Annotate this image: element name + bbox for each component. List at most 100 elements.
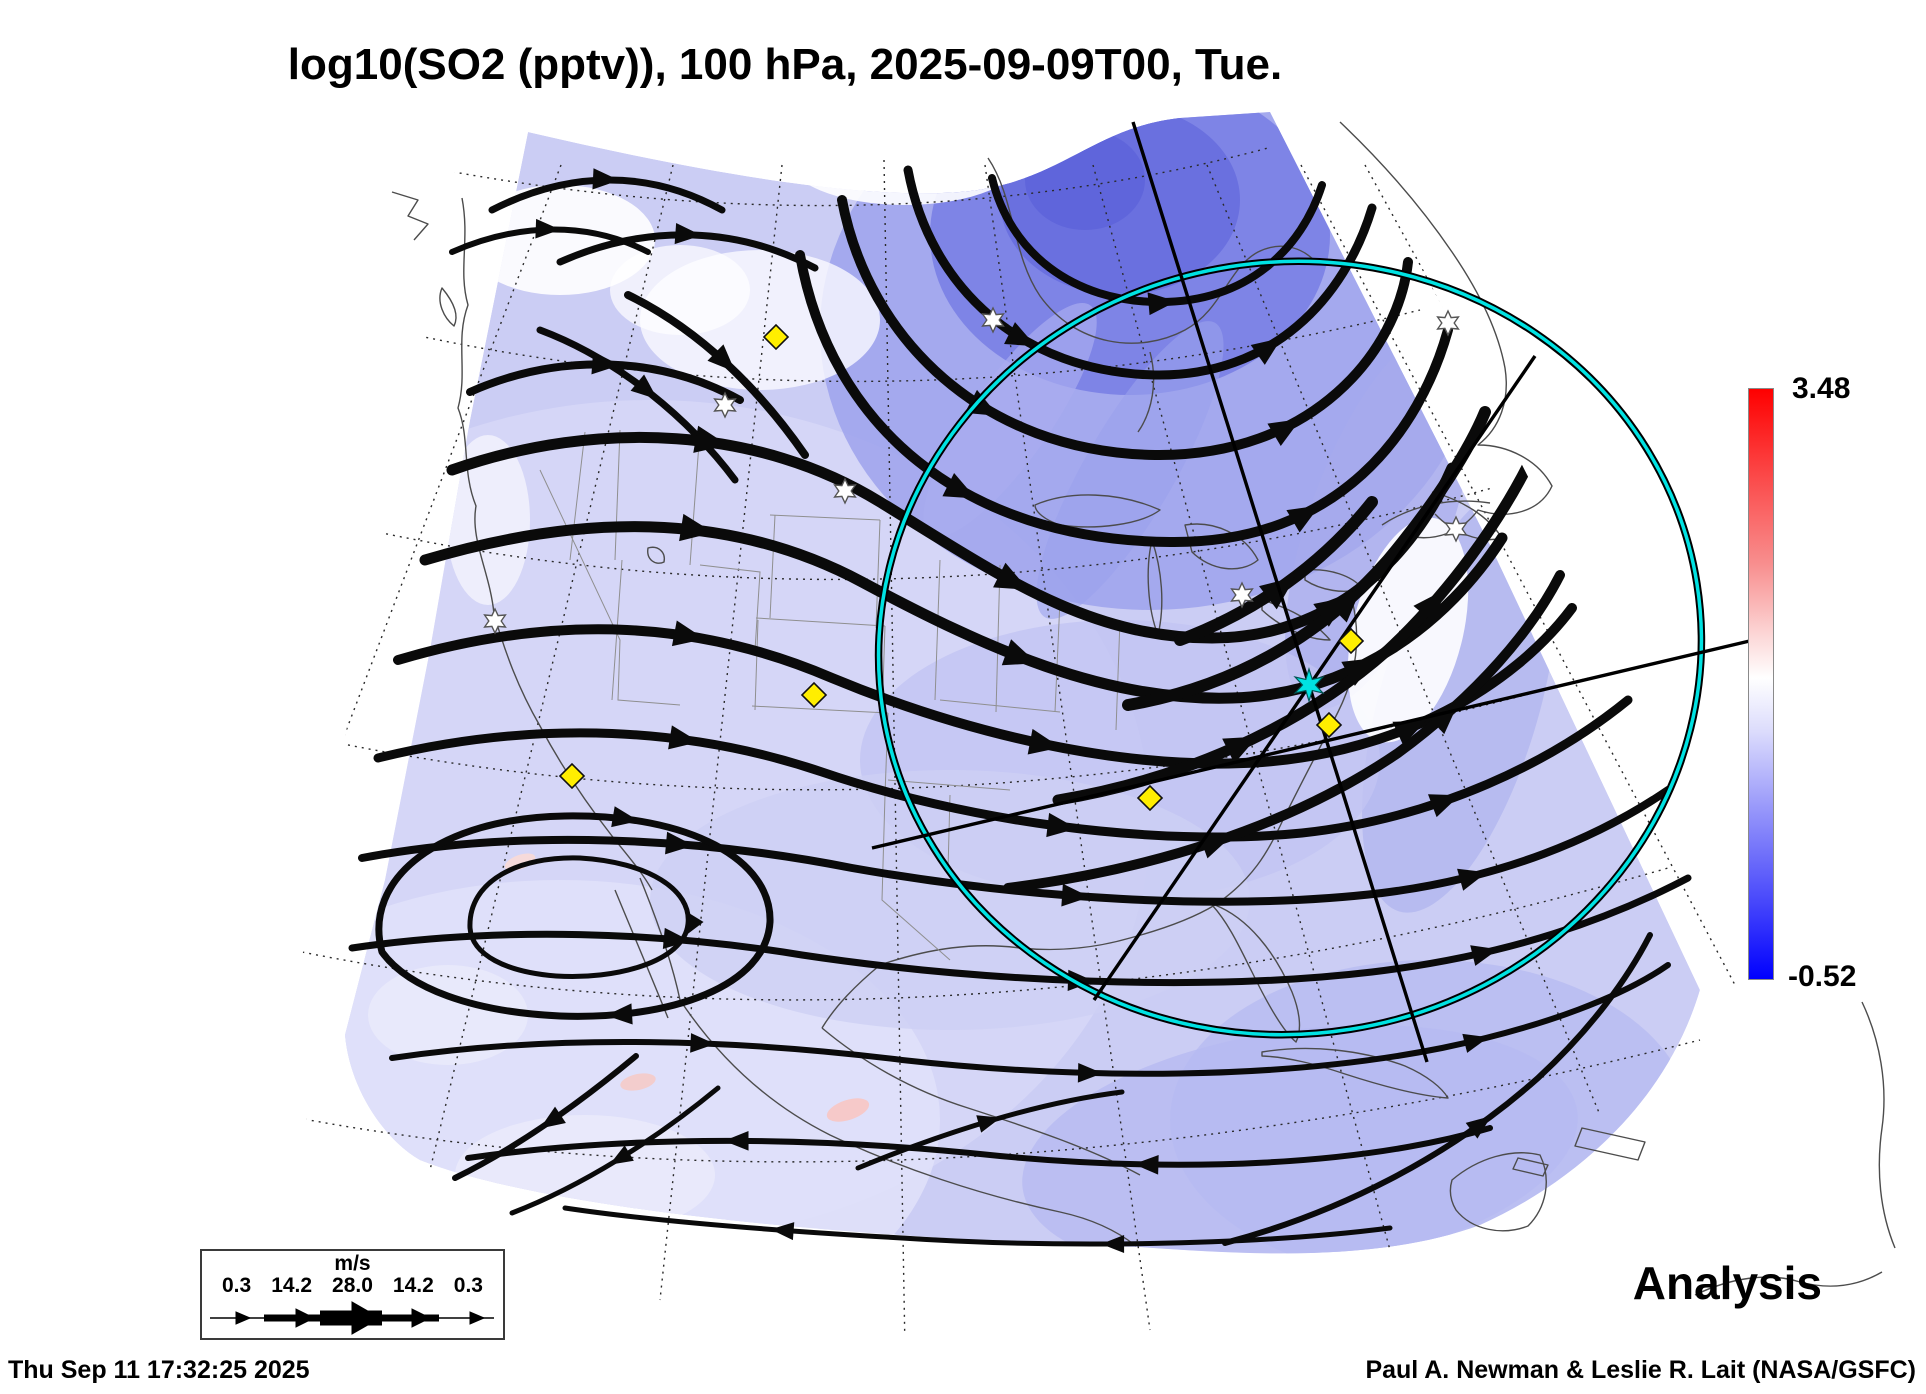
- flow-arrow-icon: [1001, 639, 1038, 666]
- generated-timestamp: Thu Sep 11 17:32:25 2025: [8, 1356, 310, 1384]
- streamline: [465, 1125, 1493, 1168]
- flow-arrow-icon: [674, 223, 702, 245]
- flow-arrow-icon: [1392, 720, 1427, 746]
- flow-arrow-icon: [591, 351, 621, 375]
- flow-arrow-icon: [662, 927, 690, 949]
- coastline: [1137, 351, 1155, 433]
- streamline: [375, 812, 774, 1020]
- wind-speed-label: 0.3: [453, 1274, 483, 1297]
- flow-arrow-icon: [707, 344, 736, 373]
- coastline: [1449, 1152, 1547, 1232]
- site-diamond-marker: [762, 323, 790, 351]
- latitude-line: [299, 677, 1589, 791]
- state-border: [1054, 599, 1061, 713]
- flow-arrow-icon: [1133, 1154, 1159, 1175]
- city-star-icon: [1230, 581, 1254, 609]
- flow-arrow-icon: [1341, 657, 1377, 686]
- page-title: log10(SO2 (pptv)), 100 hPa, 2025-09-09T0…: [287, 40, 1283, 89]
- state-border: [875, 519, 881, 629]
- state-border: [934, 559, 941, 701]
- flow-arrow-icon: [976, 1115, 1001, 1133]
- flow-arrow-icon: [770, 1222, 795, 1241]
- wind-legend-values: 0.3 14.2 28.0 14.2 0.3: [202, 1275, 503, 1297]
- flow-arrow-icon: [723, 1131, 749, 1151]
- coastline: [1214, 599, 1358, 906]
- streamline: [837, 195, 1413, 461]
- flow-arrow-icon: [690, 1033, 716, 1053]
- streamline-arrowheads: [535, 168, 1499, 1253]
- streamline: [1122, 406, 1491, 711]
- colorbar: [1748, 388, 1774, 980]
- flow-arrow-icon: [671, 620, 705, 647]
- state-border: [755, 617, 886, 627]
- flow-arrow-icon: [1267, 418, 1301, 446]
- trajectory-line: [1131, 121, 1429, 1063]
- flow-arrow-icon: [1101, 1234, 1125, 1253]
- coastline: [1574, 1127, 1646, 1161]
- wind-speed-label: 14.2: [392, 1274, 434, 1297]
- flow-arrow-icon: [1222, 736, 1258, 764]
- state-border: [995, 564, 1001, 713]
- coastline: [647, 546, 665, 564]
- flow-arrow-icon: [1147, 292, 1177, 316]
- flow-arrow-icon: [605, 1003, 633, 1025]
- overlay-layer: [483, 121, 1759, 1063]
- coastline: [1339, 121, 1553, 539]
- city-star-icon: [1444, 515, 1468, 543]
- flow-arrow-icon: [1286, 505, 1320, 533]
- flow-arrow-icon: [1077, 1062, 1103, 1083]
- city-star-icon: [981, 306, 1005, 334]
- flow-arrow-icon: [1198, 833, 1233, 859]
- site-diamond-marker: [800, 681, 828, 709]
- state-border: [887, 779, 1011, 791]
- wind-speed-legend: m/s 0.3 14.2 28.0 14.2 0.3: [200, 1249, 505, 1340]
- flow-arrow-icon: [1326, 588, 1362, 623]
- colorbar-max-label: 3.48: [1792, 372, 1851, 405]
- streamline: [1052, 459, 1534, 806]
- coastline: [1861, 1001, 1896, 1249]
- city-star-icon: [713, 391, 737, 419]
- longitude-line: [659, 164, 783, 1301]
- latitude-line: [344, 487, 1493, 581]
- flow-arrow-icon: [1067, 969, 1095, 991]
- coastline: [1184, 523, 1259, 570]
- wind-scale-arrow-icon: [210, 1301, 494, 1335]
- wind-speed-label: 14.2: [271, 1274, 313, 1297]
- state-border: [614, 429, 621, 561]
- city-star-icon: [833, 477, 857, 505]
- flow-arrow-icon: [592, 168, 620, 190]
- streamline: [903, 165, 1377, 380]
- range-ring: [876, 259, 1704, 1037]
- longitude-line: [1300, 164, 1736, 986]
- flow-arrow-icon: [609, 1145, 634, 1165]
- analysis-label: Analysis: [1632, 1257, 1822, 1309]
- flow-arrow-icon: [1470, 945, 1499, 966]
- state-border: [751, 705, 889, 714]
- flow-arrow-icon: [535, 218, 561, 239]
- city-star-icon: [483, 607, 507, 635]
- streamline: [562, 1205, 1393, 1247]
- flow-arrow-icon: [1027, 728, 1061, 755]
- flow-arrow-icon: [1004, 322, 1036, 347]
- flow-arrow-icon: [683, 912, 704, 937]
- flow-arrow-icon: [1457, 868, 1487, 891]
- site-diamond-marker: [1136, 784, 1164, 812]
- flow-arrow-icon: [668, 725, 700, 750]
- latitude-line: [431, 147, 1269, 207]
- site-diamond-marker: [1315, 711, 1343, 739]
- state-border: [539, 469, 681, 706]
- streamline: [1003, 570, 1565, 893]
- flow-arrow-icon: [1462, 1033, 1489, 1053]
- colorbar-min-label: -0.52: [1788, 960, 1857, 993]
- flow-arrow-icon: [693, 425, 728, 453]
- coastline: [391, 191, 429, 241]
- flow-arrow-icon: [993, 562, 1029, 590]
- flow-arrow-icon: [540, 1106, 566, 1129]
- coastline: [1034, 494, 1161, 528]
- streamline: [795, 250, 1453, 548]
- state-border: [699, 564, 761, 651]
- coastline: [879, 904, 1216, 966]
- wind-speed-label: 0.3: [222, 1274, 252, 1297]
